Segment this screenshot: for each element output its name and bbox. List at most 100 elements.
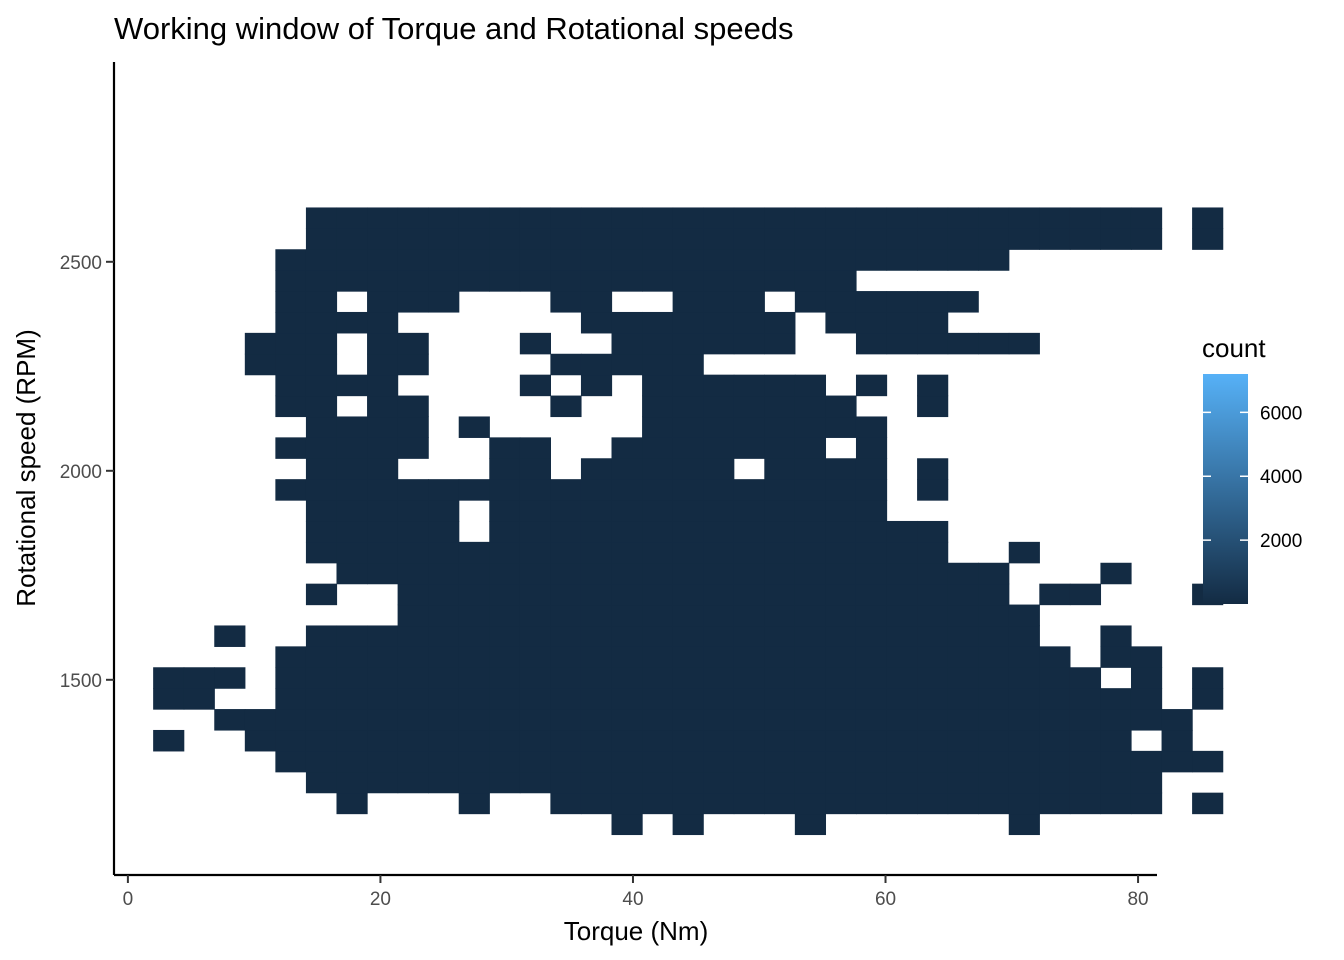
heatmap-cell <box>428 604 460 627</box>
heatmap-cell <box>550 771 582 794</box>
heatmap-cell <box>519 750 551 773</box>
heatmap-cell <box>672 249 704 271</box>
heatmap-cell <box>733 562 765 585</box>
heatmap-cell <box>489 520 521 543</box>
heatmap-cell <box>550 228 582 250</box>
heatmap-cell <box>886 332 918 355</box>
heatmap-cell <box>703 458 735 480</box>
heatmap-cell <box>764 604 796 627</box>
heatmap-cell <box>550 792 582 815</box>
heatmap-cell <box>703 291 735 313</box>
heatmap-cell <box>886 291 918 313</box>
heatmap-cell <box>458 270 490 292</box>
heatmap-cell <box>703 792 735 815</box>
heatmap-cell <box>458 667 490 689</box>
heatmap-cell <box>825 625 857 647</box>
heatmap-cell <box>397 750 429 773</box>
x-tick-label: 60 <box>875 889 896 910</box>
heatmap-cell <box>855 416 888 438</box>
heatmap-cell <box>672 479 704 501</box>
heatmap-cell <box>367 709 399 731</box>
heatmap-cell <box>611 479 643 501</box>
heatmap-cell <box>367 332 399 355</box>
heatmap-cell <box>336 520 368 543</box>
heatmap-cell <box>519 520 551 543</box>
heatmap-cell <box>703 625 735 647</box>
heatmap-cell <box>550 562 582 585</box>
heatmap-cell <box>703 311 735 334</box>
heatmap-cell <box>825 228 857 250</box>
heatmap-cell <box>917 750 949 773</box>
heatmap-cell <box>672 646 704 668</box>
heatmap-cell <box>1130 207 1163 229</box>
heatmap-cell <box>703 604 735 627</box>
heatmap-cell <box>214 625 246 647</box>
heatmap-cell <box>917 688 949 710</box>
heatmap-cell <box>275 709 307 731</box>
heatmap-cell <box>305 207 338 229</box>
heatmap-cell <box>825 479 857 501</box>
heatmap-cell <box>917 667 949 689</box>
heatmap-cell <box>642 374 674 397</box>
heatmap-cell <box>794 541 827 564</box>
heatmap-cell <box>886 604 918 627</box>
heatmap-cell <box>733 249 765 271</box>
heatmap-cell <box>794 500 827 522</box>
heatmap-cell <box>886 207 918 229</box>
heatmap-cell <box>611 604 643 627</box>
heatmap-cell <box>642 562 674 585</box>
heatmap-cell <box>978 667 1010 689</box>
heatmap-cell <box>917 458 949 480</box>
heatmap-cell <box>550 270 582 292</box>
heatmap-cell <box>794 583 827 606</box>
heatmap-cell <box>336 270 368 292</box>
heatmap-cell <box>1192 688 1224 710</box>
heatmap-cell <box>825 416 857 438</box>
heatmap-cell <box>336 228 368 250</box>
heatmap-cell <box>244 709 276 731</box>
heatmap-cell <box>580 688 613 710</box>
colorbar <box>1203 374 1248 604</box>
heatmap-cell <box>580 562 613 585</box>
heatmap-cell <box>519 771 551 794</box>
heatmap-cell <box>1069 709 1102 731</box>
heatmap-cell <box>580 207 613 229</box>
heatmap-cell <box>947 249 979 271</box>
heatmap-cell <box>428 709 460 731</box>
heatmap-cell <box>733 729 765 752</box>
heatmap-cell <box>428 729 460 752</box>
heatmap-cell <box>336 374 368 397</box>
heatmap-cell <box>703 750 735 773</box>
heatmap-cell <box>855 291 888 313</box>
heatmap-cell <box>275 395 307 418</box>
heatmap-cell <box>978 249 1010 271</box>
heatmap-cell <box>489 562 521 585</box>
heatmap-cell <box>672 395 704 418</box>
heatmap-cell <box>1130 667 1163 689</box>
heatmap-cell <box>550 646 582 668</box>
heatmap-cell <box>733 479 765 501</box>
heatmap-cell <box>489 667 521 689</box>
heatmap-cell <box>458 207 490 229</box>
heatmap-cell <box>642 792 674 815</box>
heatmap-cell <box>978 604 1010 627</box>
heatmap-cell <box>611 562 643 585</box>
heatmap-cell <box>855 541 888 564</box>
heatmap-cell <box>336 792 368 815</box>
heatmap-cell <box>275 750 307 773</box>
x-axis-title: Torque (Nm) <box>564 916 708 946</box>
heatmap-cell <box>703 688 735 710</box>
heatmap-cell <box>672 583 704 606</box>
heatmap-cell <box>458 792 490 815</box>
heatmap-cell <box>703 709 735 731</box>
heatmap-cell <box>764 479 796 501</box>
heatmap-cell <box>397 500 429 522</box>
heatmap-cell <box>580 353 613 376</box>
heatmap-cell <box>917 311 949 334</box>
heatmap-cell <box>580 625 613 647</box>
heatmap-cell <box>305 332 338 355</box>
heatmap-cell <box>580 500 613 522</box>
heatmap-cell <box>886 541 918 564</box>
heatmap-cell <box>305 311 338 334</box>
heatmap-cell <box>458 646 490 668</box>
